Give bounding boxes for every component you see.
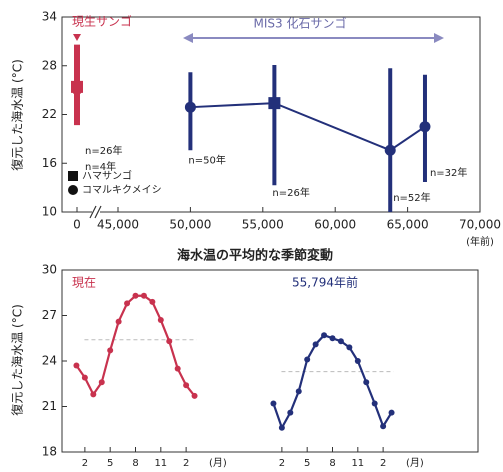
- x-tick-label: 60,000: [314, 218, 356, 232]
- y-tick-label: 34: [42, 10, 57, 24]
- legend-square: [68, 171, 78, 181]
- point: [140, 292, 147, 299]
- x-tick-label: 11: [351, 458, 364, 469]
- series-line: [190, 102, 426, 152]
- point: [270, 400, 277, 407]
- point: [380, 423, 387, 430]
- point: [278, 424, 285, 431]
- point: [115, 318, 122, 325]
- mis3-arrow: [183, 33, 444, 43]
- n-label: n=26年: [272, 186, 309, 199]
- point: [107, 347, 114, 354]
- x-tick-label: 2: [82, 458, 88, 469]
- panel-label: 現在: [72, 276, 96, 290]
- point: [73, 362, 80, 369]
- point: [321, 332, 328, 339]
- top-frame: [61, 16, 481, 213]
- point: [191, 392, 198, 399]
- x-tick-label: 11: [154, 458, 167, 469]
- y-tick-label: 27: [42, 308, 57, 322]
- y-tick-label: 16: [42, 156, 57, 170]
- panel-label: 55,794年前: [292, 275, 358, 290]
- y-tick-label: 30: [42, 263, 57, 277]
- bottom-title: 海水温の平均的な季節変動: [177, 248, 333, 264]
- x-tick-label: 8: [329, 458, 335, 469]
- modern-label: 現生サンゴ: [72, 14, 132, 29]
- point: [304, 356, 311, 363]
- bottom-frame: [61, 269, 479, 453]
- point: [388, 409, 395, 416]
- point-circle: [384, 144, 396, 156]
- x-unit: (月): [406, 457, 424, 469]
- x-unit: (月): [209, 457, 227, 469]
- point-square: [268, 97, 281, 110]
- point: [157, 317, 164, 324]
- point-circle: [71, 83, 83, 95]
- x-tick-label: 65,000: [387, 218, 429, 232]
- point: [371, 400, 378, 407]
- y-tick-label: 24: [42, 354, 57, 368]
- bottom-y-label: 復元した海水温 (°C): [10, 304, 25, 416]
- n-label: n=32年: [430, 166, 467, 179]
- x-unit: (年前): [466, 235, 494, 248]
- point: [354, 358, 361, 364]
- x-tick-label: 5: [107, 458, 113, 469]
- mis3-label: MIS3 化石サンゴ: [254, 16, 347, 31]
- n-label: n=50年: [188, 153, 225, 166]
- n-label: n=26年: [85, 144, 122, 157]
- x-tick-label: 55,000: [242, 218, 284, 232]
- point: [149, 298, 156, 305]
- y-tick-label: 21: [42, 399, 57, 413]
- y-tick-label: 18: [42, 445, 57, 459]
- legend-label: ハマサンゴ: [82, 169, 132, 182]
- n-label: n=52年: [393, 191, 430, 204]
- y-tick-label: 10: [42, 205, 57, 219]
- x-tick-label: 70,000: [459, 218, 501, 232]
- axis-break: [89, 205, 102, 219]
- point: [363, 379, 370, 386]
- point: [287, 409, 294, 416]
- legend-circle: [68, 185, 78, 195]
- y-tick-label: 22: [42, 107, 57, 121]
- x-tick-label: 8: [132, 458, 138, 469]
- point: [132, 292, 139, 299]
- point: [346, 344, 353, 351]
- point: [312, 341, 319, 348]
- point: [124, 300, 131, 307]
- point: [183, 382, 190, 389]
- x-tick-label: 2: [279, 458, 285, 469]
- x-tick-label: 2: [183, 458, 189, 469]
- point: [90, 391, 97, 398]
- top-y-label: 復元した海水温 (°C): [10, 59, 25, 171]
- point: [98, 379, 105, 386]
- x-tick-label: 2: [380, 458, 386, 469]
- point-circle: [419, 121, 431, 133]
- x-tick-label: 0: [73, 218, 81, 232]
- point: [337, 338, 344, 345]
- y-tick-label: 28: [42, 58, 57, 72]
- legend-label: コマルキクメイシ: [82, 184, 162, 196]
- point-circle: [184, 101, 196, 113]
- point: [329, 335, 336, 342]
- modern-pointer: [73, 34, 81, 41]
- point: [166, 338, 173, 345]
- point: [295, 388, 302, 395]
- x-tick-label: 50,000: [169, 218, 211, 232]
- x-tick-label: 45,000: [97, 218, 139, 232]
- point: [81, 374, 88, 381]
- n-label: n=4年: [85, 160, 116, 173]
- x-tick-label: 5: [304, 458, 310, 469]
- series-line: [75, 294, 196, 397]
- point: [174, 365, 181, 372]
